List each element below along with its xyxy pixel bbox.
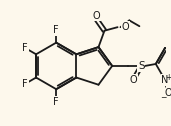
Text: O: O: [121, 22, 129, 32]
Text: +: +: [166, 72, 171, 82]
Text: O: O: [130, 75, 137, 85]
Text: F: F: [53, 97, 59, 107]
Text: O: O: [164, 88, 171, 99]
Text: F: F: [22, 43, 28, 53]
Text: −: −: [160, 93, 166, 102]
Text: O: O: [93, 11, 101, 21]
Text: S: S: [138, 61, 144, 71]
Text: F: F: [53, 25, 59, 35]
Text: N: N: [161, 75, 169, 85]
Text: F: F: [22, 79, 28, 89]
